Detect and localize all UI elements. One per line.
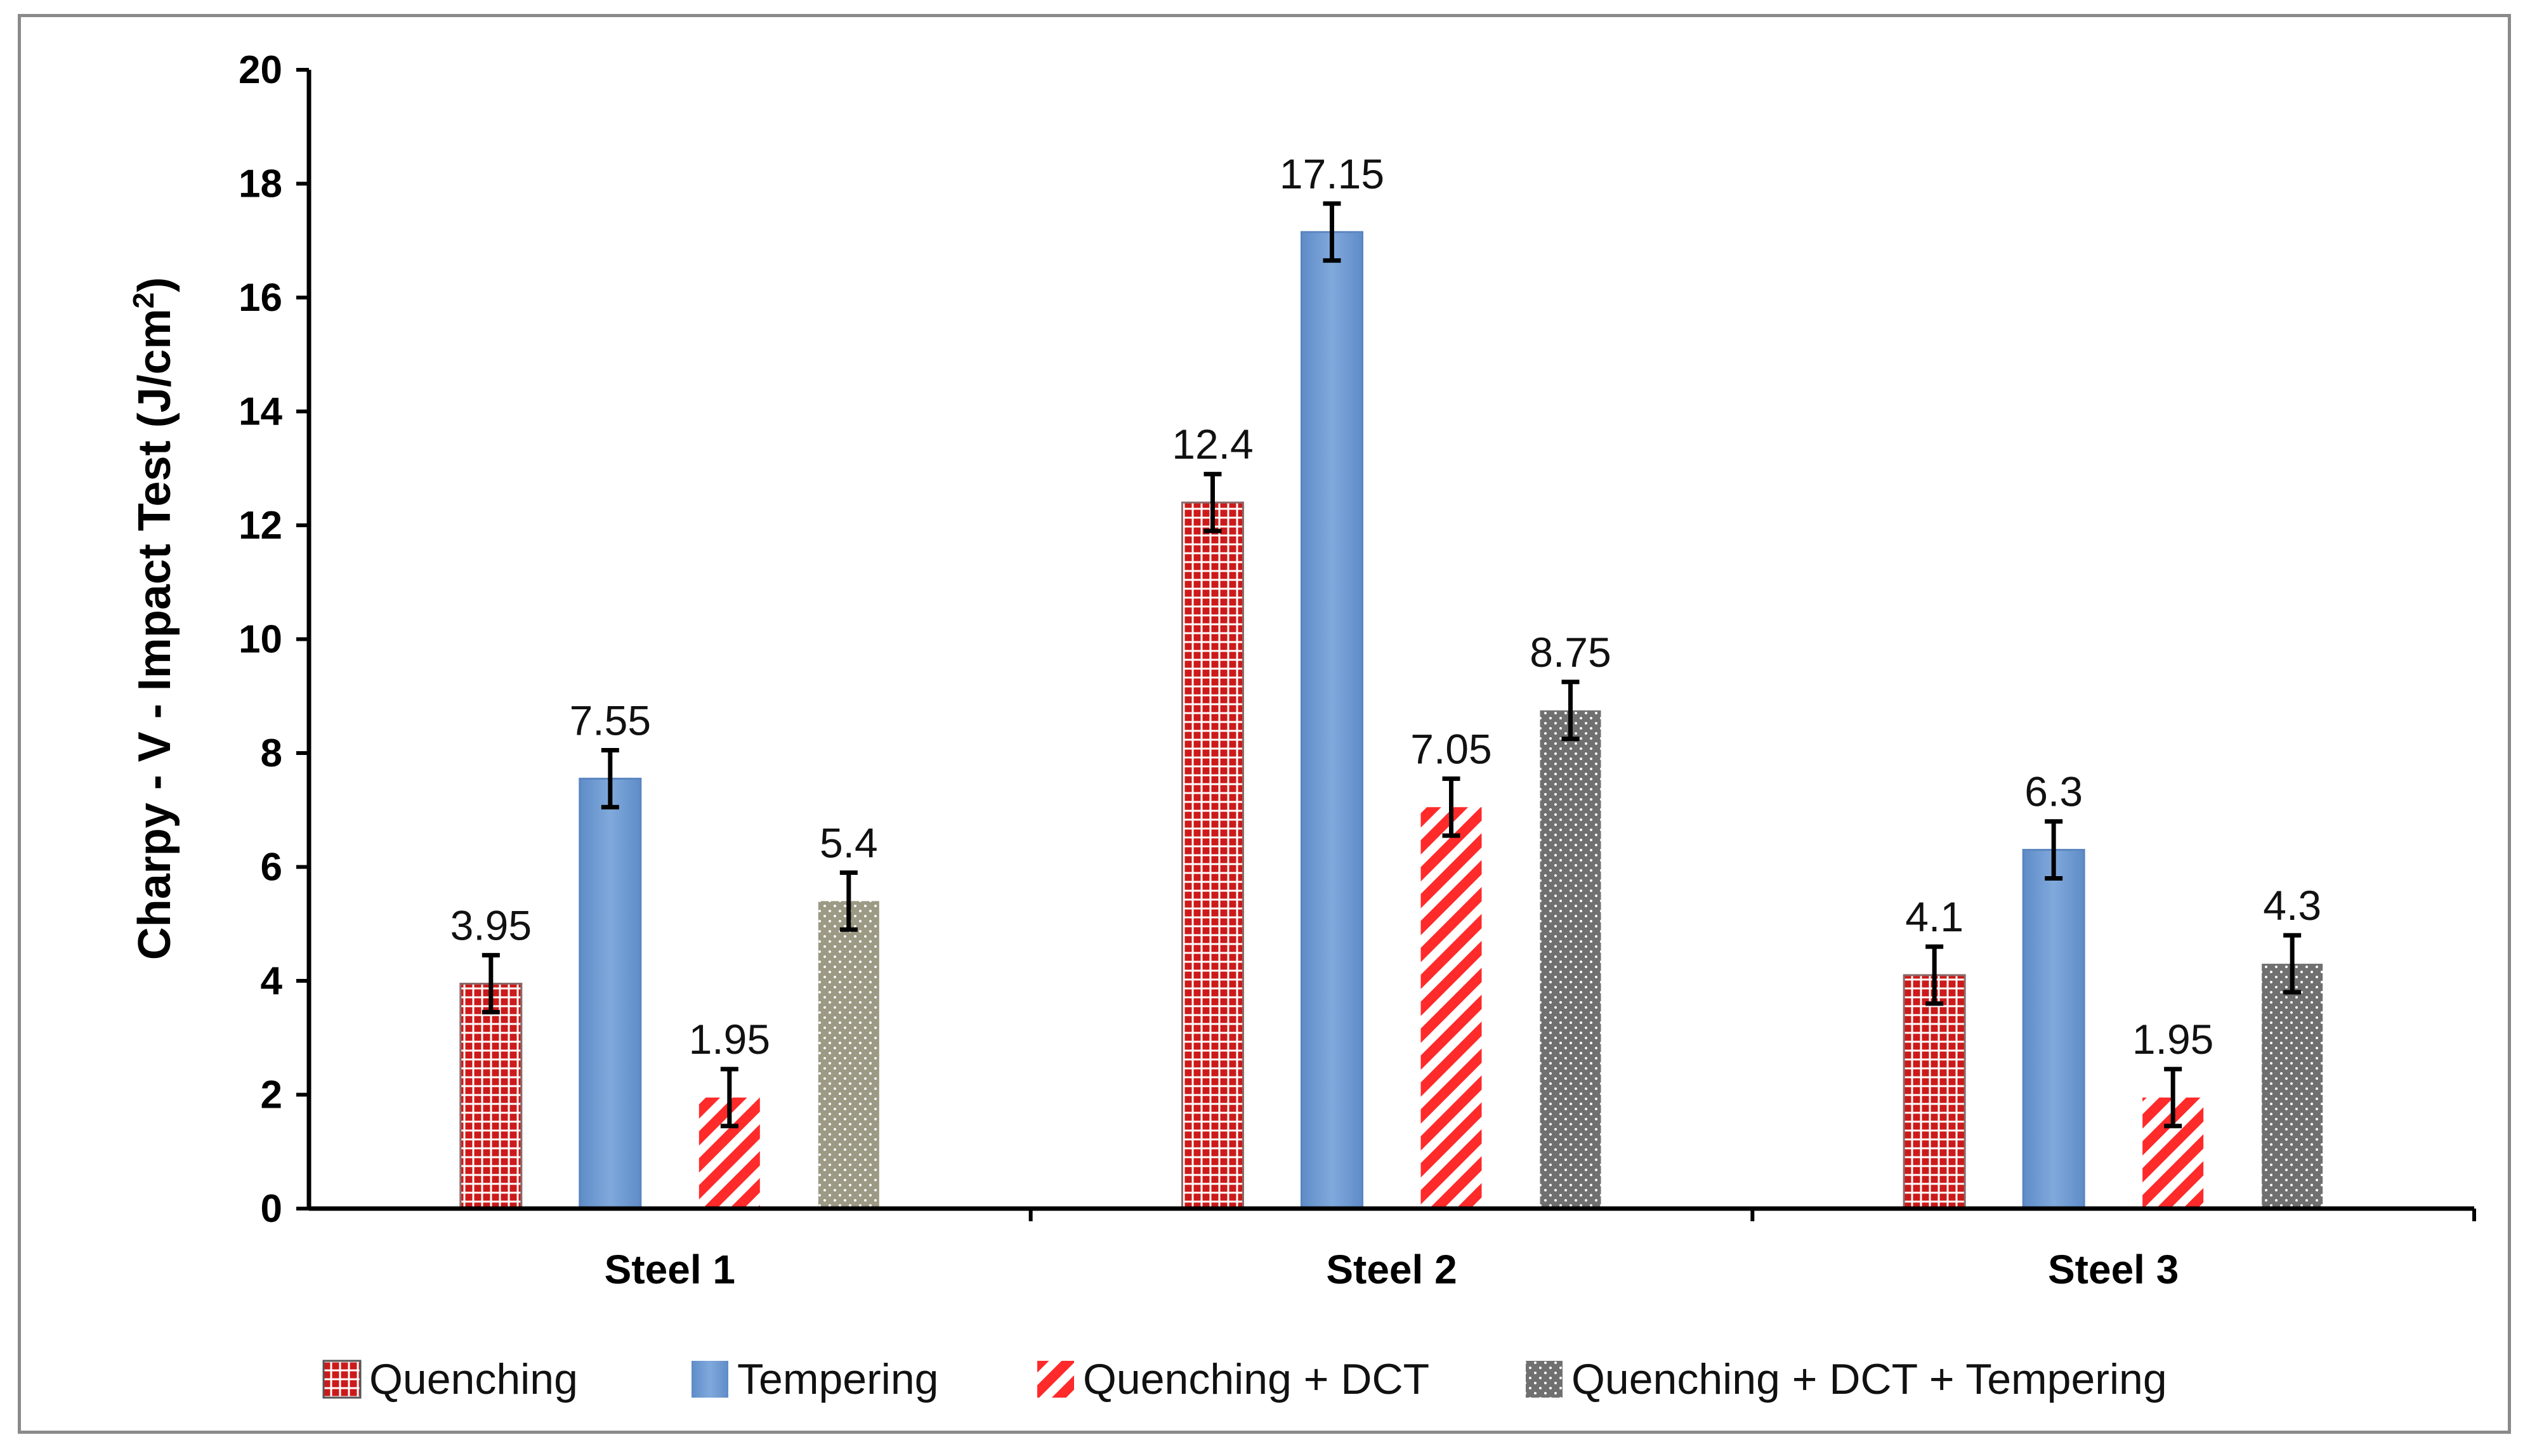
bar-quenching-dct-steel-2	[1420, 807, 1482, 1209]
bar-quenching-dct-tempering-steel-2	[1540, 710, 1601, 1209]
legend-item-tempering: Tempering	[692, 1355, 939, 1403]
x-category-label: Steel 1	[605, 1247, 735, 1292]
data-label: 17.15	[1280, 150, 1384, 197]
bar-tempering-steel-2	[1301, 231, 1363, 1210]
data-label: 4.3	[2263, 882, 2321, 929]
bar-quenching-dct-tempering-steel-3	[2262, 964, 2323, 1209]
data-label: 8.75	[1530, 629, 1611, 676]
data-label: 7.55	[570, 697, 651, 744]
legend-swatch	[1526, 1361, 1563, 1398]
bar-tempering-steel-3	[2022, 849, 2085, 1210]
bar-quenching-steel-2	[1181, 501, 1244, 1210]
x-category-label: Steel 2	[1326, 1247, 1457, 1292]
y-axis-title: Charpy - V - Impact Test (J/cm2)	[127, 277, 180, 961]
bar-tempering-steel-1	[579, 777, 642, 1210]
legend-swatch	[692, 1361, 728, 1398]
legend-item-quenching: Quenching	[322, 1355, 578, 1403]
data-label: 3.95	[450, 902, 532, 949]
legend-swatch	[1037, 1361, 1074, 1398]
data-label: 4.1	[1905, 893, 1963, 940]
legend-item-quenching-dct: Quenching + DCT	[1037, 1355, 1429, 1403]
y-axis-title-close: )	[129, 277, 180, 292]
y-tick-label: 20	[239, 48, 282, 92]
y-tick-label: 6	[261, 846, 282, 889]
data-label: 6.3	[2024, 768, 2083, 815]
data-label: 1.95	[2132, 1016, 2213, 1063]
y-tick-label: 16	[239, 276, 282, 320]
y-tick-label: 2	[261, 1073, 282, 1117]
data-label: 5.4	[820, 819, 878, 866]
legend-label: Quenching + DCT + Tempering	[1571, 1355, 2167, 1403]
y-tick-label: 10	[239, 618, 282, 662]
data-label: 1.95	[689, 1016, 770, 1063]
x-category-label: Steel 3	[2048, 1247, 2179, 1292]
legend-item-quenching-dct-tempering: Quenching + DCT + Tempering	[1526, 1355, 2167, 1403]
svg-text:Charpy - V - Impact Test (J/cm: Charpy - V - Impact Test (J/cm2)	[127, 277, 180, 961]
y-axis-title-superscript: 2	[127, 292, 160, 309]
y-tick-label: 4	[261, 959, 283, 1003]
legend-label: Tempering	[737, 1355, 939, 1403]
y-tick-label: 8	[261, 731, 282, 775]
legend-label: Quenching	[369, 1355, 578, 1403]
y-tick-label: 12	[239, 504, 282, 548]
legend-swatch	[322, 1360, 362, 1399]
y-tick-label: 0	[261, 1187, 282, 1231]
data-label: 7.05	[1410, 725, 1491, 772]
y-tick-label: 14	[239, 390, 282, 434]
bar-quenching-steel-3	[1903, 974, 1966, 1210]
legend-label: Quenching + DCT	[1083, 1355, 1429, 1403]
y-tick-label: 18	[239, 162, 282, 206]
y-axis-title-main: Charpy - V - Impact Test (J/cm	[129, 308, 180, 960]
bar-quenching-dct-tempering-steel-1	[818, 901, 879, 1209]
bar-quenching-steel-1	[459, 982, 523, 1210]
data-label: 12.4	[1172, 421, 1253, 468]
chart-frame	[18, 14, 2511, 1434]
